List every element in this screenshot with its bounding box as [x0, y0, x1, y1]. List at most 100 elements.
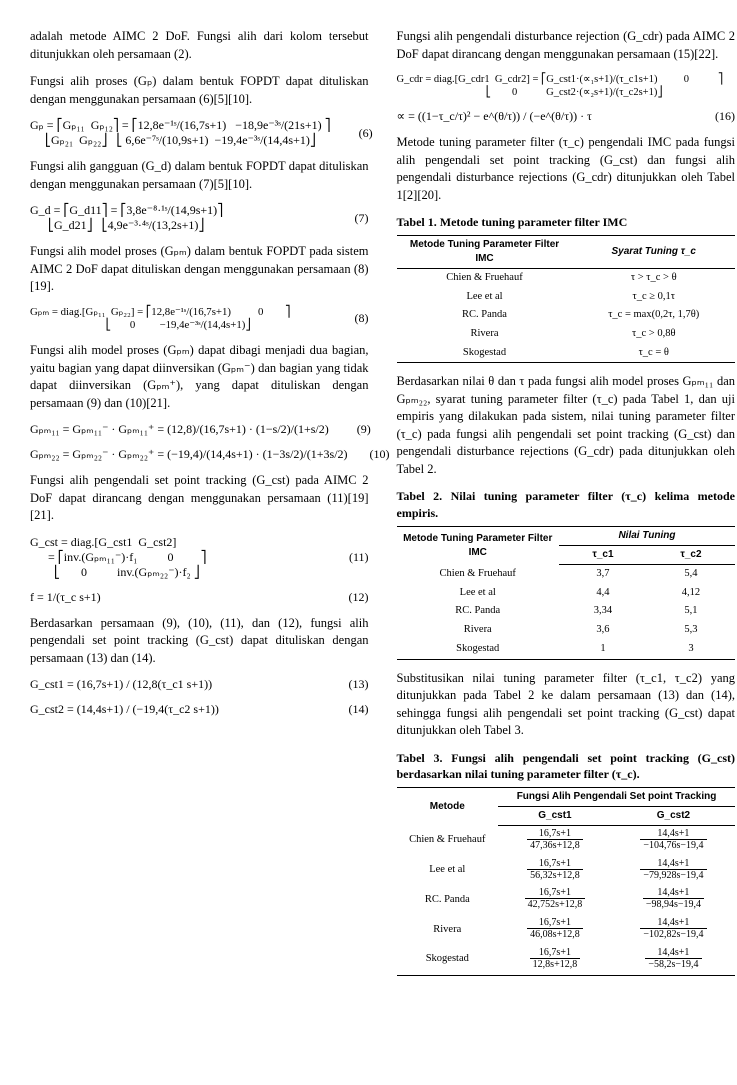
- equation-10: Gₚₘ₂₂ = Gₚₘ₂₂⁻ · Gₚₘ₂₂⁺ = (−19,4)/(14,4s…: [30, 447, 369, 462]
- table-row: Rivera3,65,3: [397, 621, 736, 640]
- cell: Rivera: [397, 325, 573, 344]
- table2-caption: Tabel 2. Nilai tuning parameter filter (…: [397, 488, 736, 522]
- equation-13-body: G_cst1 = (16,7s+1) / (12,8(τ_c1 s+1)): [30, 677, 212, 692]
- table-row: RC. Panda3,345,1: [397, 602, 736, 621]
- equation-15-body: G_cdr = diag.[G_cdr1 G_cdr2] = ⎡G_cst1·(…: [397, 73, 724, 99]
- cell: Lee et al: [397, 584, 559, 603]
- equation-13: G_cst1 = (16,7s+1) / (12,8(τ_c1 s+1)) (1…: [30, 677, 369, 692]
- equation-7-body: G_d = ⎡G_d11⎤ = ⎡3,8e⁻⁸·¹ˢ/(14,9s+1)⎤ ⎣G…: [30, 203, 223, 233]
- table2-h1: Metode Tuning Parameter Filter IMC: [397, 527, 559, 565]
- table-row: Chien & Fruehauf16,7s+147,36s+12,814,4s+…: [397, 826, 736, 856]
- equation-9-number: (9): [329, 422, 371, 437]
- cell: Chien & Fruehauf: [397, 269, 573, 288]
- para-l3: Fungsi alih gangguan (G_d) dalam bentuk …: [30, 158, 369, 193]
- table1-h2: Syarat Tuning τ_c: [573, 236, 735, 269]
- cell: Lee et al: [397, 856, 499, 886]
- equation-8-number: (8): [327, 311, 369, 326]
- para-l6: Fungsi alih pengendali set point trackin…: [30, 472, 369, 525]
- table3-h0: Metode: [397, 788, 499, 826]
- equation-12-number: (12): [327, 590, 369, 605]
- cell: 16,7s+147,36s+12,8: [498, 826, 612, 856]
- equation-10-body: Gₚₘ₂₂ = Gₚₘ₂₂⁻ · Gₚₘ₂₂⁺ = (−19,4)/(14,4s…: [30, 447, 348, 462]
- table-row: Skogestad13: [397, 640, 736, 659]
- para-l2: Fungsi alih proses (Gₚ) dalam bentuk FOP…: [30, 73, 369, 108]
- table2-h2a: τ_c1: [559, 546, 647, 565]
- para-l1: adalah metode AIMC 2 DoF. Fungsi alih da…: [30, 28, 369, 63]
- cell: 3,7: [559, 565, 647, 584]
- equation-10-number: (10): [348, 447, 390, 462]
- equation-7: G_d = ⎡G_d11⎤ = ⎡3,8e⁻⁸·¹ˢ/(14,9s+1)⎤ ⎣G…: [30, 203, 369, 233]
- equation-9-body: Gₚₘ₁₁ = Gₚₘ₁₁⁻ · Gₚₘ₁₁⁺ = (12,8)/(16,7s+…: [30, 422, 329, 437]
- table1-caption: Tabel 1. Metode tuning parameter filter …: [397, 214, 736, 231]
- table-row: Lee et alτ_c ≥ 0,1τ: [397, 288, 736, 307]
- table-row: Skogestad16,7s+112,8s+12,814,4s+1−58,2s−…: [397, 945, 736, 975]
- table1-caption-text: Tabel 1. Metode tuning parameter filter …: [397, 215, 628, 229]
- cell: Chien & Fruehauf: [397, 826, 499, 856]
- table-row: RC. Pandaτ_c = max(0,2τ, 1,7θ): [397, 306, 736, 325]
- cell: 14,4s+1−79,928s−19,4: [612, 856, 735, 886]
- equation-12-body: f = 1/(τ_c s+1): [30, 590, 101, 605]
- equation-11-body: G_cst = diag.[G_cst1 G_cst2] = ⎡inv.(Gₚₘ…: [30, 535, 206, 580]
- cell: τ_c > 0,8θ: [573, 325, 735, 344]
- table1: Metode Tuning Parameter Filter IMC Syara…: [397, 235, 736, 363]
- equation-6: Gₚ = ⎡Gₚ₁₁ Gₚ₁₂⎤ = ⎡12,8e⁻¹ˢ/(16,7s+1) −…: [30, 118, 369, 148]
- cell: τ > τ_c > θ: [573, 269, 735, 288]
- cell: RC. Panda: [397, 306, 573, 325]
- table-row: Skogestadτ_c = θ: [397, 344, 736, 363]
- cell: RC. Panda: [397, 885, 499, 915]
- cell: 3,6: [559, 621, 647, 640]
- cell: 4,4: [559, 584, 647, 603]
- cell: 14,4s+1−104,76s−19,4: [612, 826, 735, 856]
- page-root: adalah metode AIMC 2 DoF. Fungsi alih da…: [0, 0, 737, 1085]
- table3-h1b: G_cst2: [612, 807, 735, 826]
- column-left: adalah metode AIMC 2 DoF. Fungsi alih da…: [30, 28, 369, 1065]
- equation-6-number: (6): [331, 126, 373, 141]
- cell: Chien & Fruehauf: [397, 565, 559, 584]
- equation-11: G_cst = diag.[G_cst1 G_cst2] = ⎡inv.(Gₚₘ…: [30, 535, 369, 580]
- cell: Lee et al: [397, 288, 573, 307]
- cell: 5,1: [647, 602, 735, 621]
- cell: 16,7s+112,8s+12,8: [498, 945, 612, 975]
- equation-8-body: Gₚₘ = diag.[Gₚ₁₁ Gₚ₂₂] = ⎡12,8e⁻¹ˢ/(16,7…: [30, 306, 290, 333]
- table3-caption: Tabel 3. Fungsi alih pengendali set poin…: [397, 750, 736, 784]
- cell: Skogestad: [397, 344, 573, 363]
- cell: 14,4s+1−102,82s−19,4: [612, 915, 735, 945]
- table2-caption-text: Tabel 2. Nilai tuning parameter filter (…: [397, 489, 736, 520]
- table-row: Riveraτ_c > 0,8θ: [397, 325, 736, 344]
- equation-16-number: (16): [693, 109, 735, 124]
- cell: τ_c = max(0,2τ, 1,7θ): [573, 306, 735, 325]
- equation-14: G_cst2 = (14,4s+1) / (−19,4(τ_c2 s+1)) (…: [30, 702, 369, 717]
- table3: Metode Fungsi Alih Pengendali Set point …: [397, 787, 736, 975]
- cell: 3,34: [559, 602, 647, 621]
- table3-h1a: G_cst1: [498, 807, 612, 826]
- table-row: Lee et al16,7s+156,32s+12,814,4s+1−79,92…: [397, 856, 736, 886]
- table2: Metode Tuning Parameter Filter IMC Nilai…: [397, 526, 736, 659]
- cell: 4,12: [647, 584, 735, 603]
- equation-15-number: (15): [723, 79, 737, 94]
- table3-caption-text: Tabel 3. Fungsi alih pengendali set poin…: [397, 751, 736, 782]
- equation-6-body: Gₚ = ⎡Gₚ₁₁ Gₚ₁₂⎤ = ⎡12,8e⁻¹ˢ/(16,7s+1) −…: [30, 118, 331, 148]
- cell: 14,4s+1−98,94s−19,4: [612, 885, 735, 915]
- equation-15: G_cdr = diag.[G_cdr1 G_cdr2] = ⎡G_cst1·(…: [397, 73, 736, 99]
- cell: 16,7s+142,752s+12,8: [498, 885, 612, 915]
- equation-14-body: G_cst2 = (14,4s+1) / (−19,4(τ_c2 s+1)): [30, 702, 219, 717]
- cell: τ_c = θ: [573, 344, 735, 363]
- equation-16: ∝ = ((1−τ_c/τ)² − e^(θ/τ)) / (−e^(θ/τ)) …: [397, 109, 736, 124]
- table2-h2b: τ_c2: [647, 546, 735, 565]
- equation-11-number: (11): [327, 550, 369, 565]
- cell: 16,7s+156,32s+12,8: [498, 856, 612, 886]
- equation-14-number: (14): [327, 702, 369, 717]
- table-row: Chien & Fruehauf3,75,4: [397, 565, 736, 584]
- para-r4: Substitusikan nilai tuning parameter fil…: [397, 670, 736, 740]
- equation-7-number: (7): [327, 211, 369, 226]
- cell: 1: [559, 640, 647, 659]
- column-right: Fungsi alih pengendali disturbance rejec…: [397, 28, 736, 1065]
- cell: Skogestad: [397, 640, 559, 659]
- equation-16-body: ∝ = ((1−τ_c/τ)² − e^(θ/τ)) / (−e^(θ/τ)) …: [397, 109, 592, 124]
- para-l7: Berdasarkan persamaan (9), (10), (11), d…: [30, 615, 369, 668]
- para-r1: Fungsi alih pengendali disturbance rejec…: [397, 28, 736, 63]
- table-row: Rivera16,7s+146,08s+12,814,4s+1−102,82s−…: [397, 915, 736, 945]
- cell: τ_c ≥ 0,1τ: [573, 288, 735, 307]
- equation-8: Gₚₘ = diag.[Gₚ₁₁ Gₚ₂₂] = ⎡12,8e⁻¹ˢ/(16,7…: [30, 306, 369, 333]
- cell: 14,4s+1−58,2s−19,4: [612, 945, 735, 975]
